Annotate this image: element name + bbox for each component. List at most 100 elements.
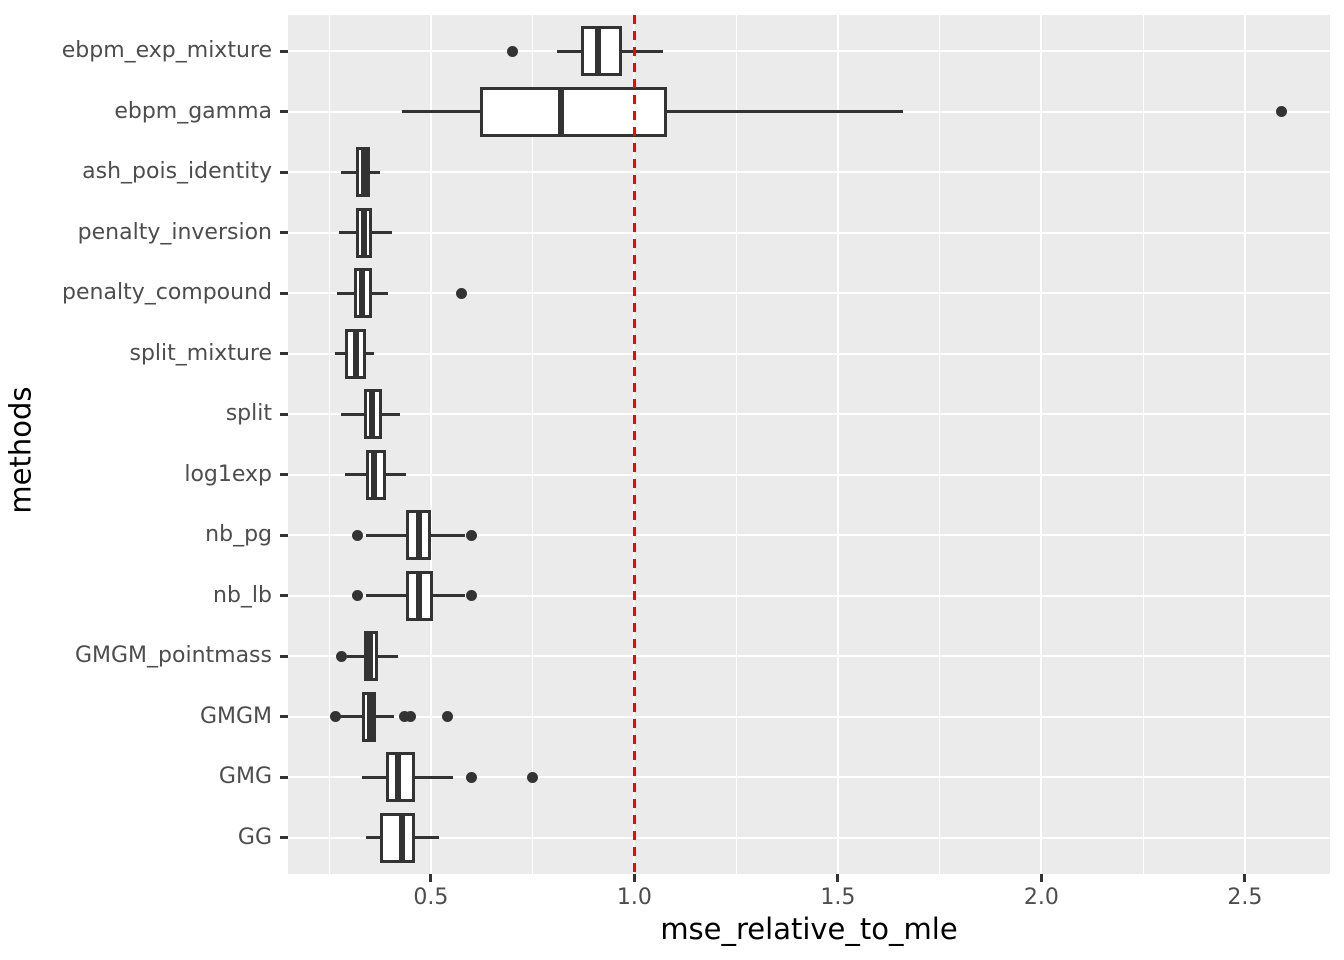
median-line [558, 86, 565, 137]
y-tick-label: split_mixture [129, 340, 272, 366]
median-line [352, 328, 359, 379]
gridline-major-vertical [836, 15, 839, 874]
gridline-minor-vertical [1142, 15, 1144, 874]
y-tick-label: GG [237, 824, 272, 850]
outlier-point [329, 711, 341, 723]
boxplot-row-log1exp [288, 15, 1330, 874]
whisker-low [361, 775, 387, 779]
whisker-high [666, 110, 904, 114]
gridline-minor-vertical [532, 15, 534, 874]
outlier-point [335, 650, 347, 662]
boxplot-row-split [288, 15, 1330, 874]
y-tick-label: ash_pois_identity [82, 159, 272, 185]
y-tick-mark [280, 533, 288, 537]
whisker-low [365, 594, 407, 598]
y-tick-mark [280, 775, 288, 779]
box-iqr [379, 812, 415, 863]
y-tick-mark [280, 110, 288, 114]
outlier-point [527, 771, 539, 783]
median-line [399, 812, 406, 863]
gridline-major-horizontal [288, 594, 1330, 597]
y-tick-label: GMGM [199, 703, 272, 729]
gridline-major-horizontal [288, 413, 1330, 416]
y-tick-mark [280, 170, 288, 174]
outlier-point [506, 45, 518, 57]
whisker-low [347, 654, 364, 658]
outlier-point [466, 529, 478, 541]
whisker-low [337, 291, 354, 295]
x-tick-label: 0.5 [413, 885, 449, 910]
whisker-high [414, 775, 454, 779]
whisker-high [371, 291, 389, 295]
whisker-low [341, 412, 364, 416]
gridline-major-horizontal [288, 473, 1330, 476]
y-tick-mark [280, 291, 288, 295]
boxplot-row-ash_pois_identity [288, 15, 1330, 874]
x-tick-label: 2.5 [1227, 885, 1263, 910]
outlier-point [405, 711, 417, 723]
x-tick-mark [836, 874, 840, 882]
y-tick-label: GMGM_pointmass [74, 643, 272, 669]
x-tick-mark [429, 874, 433, 882]
gridline-major-horizontal [288, 655, 1330, 658]
median-line [358, 268, 365, 319]
y-tick-mark [280, 231, 288, 235]
whisker-low [365, 836, 380, 840]
x-tick-mark [1039, 874, 1043, 882]
y-tick-mark [280, 473, 288, 477]
y-tick-label: ebpm_exp_mixture [61, 38, 272, 64]
y-tick-label: penalty_inversion [77, 219, 272, 245]
whisker-high [382, 412, 401, 416]
box-iqr [581, 26, 623, 77]
reference-line [632, 15, 636, 874]
median-line [366, 691, 373, 742]
median-line [415, 570, 422, 621]
whisker-high [365, 352, 374, 356]
x-axis-title: mse_relative_to_mle [660, 912, 958, 946]
gridline-major-horizontal [288, 534, 1330, 537]
gridline-major-horizontal [288, 50, 1330, 53]
gridline-major-horizontal [288, 715, 1330, 718]
x-tick-mark [632, 874, 636, 882]
y-tick-mark [280, 49, 288, 53]
y-tick-mark [280, 715, 288, 719]
outlier-point [466, 590, 478, 602]
boxplot-row-GMGM [288, 15, 1330, 874]
outlier-point [398, 711, 410, 723]
gridline-major-horizontal [288, 776, 1330, 779]
whisker-high [375, 715, 395, 719]
whisker-high [430, 533, 466, 537]
boxplot-row-nb_pg [288, 15, 1330, 874]
outlier-point [352, 590, 364, 602]
whisker-high [386, 473, 407, 477]
gridline-major-vertical [1040, 15, 1043, 874]
y-tick-label: split [225, 401, 272, 427]
whisker-high [414, 836, 439, 840]
whisker-high [622, 49, 663, 53]
y-tick-mark [280, 654, 288, 658]
whisker-high [371, 231, 393, 235]
y-tick-label: GMG [218, 764, 272, 790]
y-tick-mark [280, 352, 288, 356]
outlier-point [441, 711, 453, 723]
whisker-high [369, 170, 380, 174]
boxplot-row-penalty_inversion [288, 15, 1330, 874]
boxplot-row-GMG [288, 15, 1330, 874]
gridline-major-horizontal [288, 836, 1330, 839]
boxplot-row-nb_lb [288, 15, 1330, 874]
boxplot-row-split_mixture [288, 15, 1330, 874]
y-tick-mark [280, 836, 288, 840]
median-line [368, 389, 375, 440]
median-line [360, 207, 367, 258]
y-tick-label: nb_pg [205, 522, 272, 548]
whisker-high [432, 594, 466, 598]
whisker-low [345, 473, 366, 477]
outlier-point [1276, 106, 1288, 118]
outlier-point [455, 287, 467, 299]
x-tick-label: 2.0 [1023, 885, 1059, 910]
outlier-point [466, 771, 478, 783]
boxplot-row-ebpm_exp_mixture [288, 15, 1330, 874]
y-tick-label: log1exp [184, 461, 272, 487]
gridline-major-horizontal [288, 171, 1330, 174]
